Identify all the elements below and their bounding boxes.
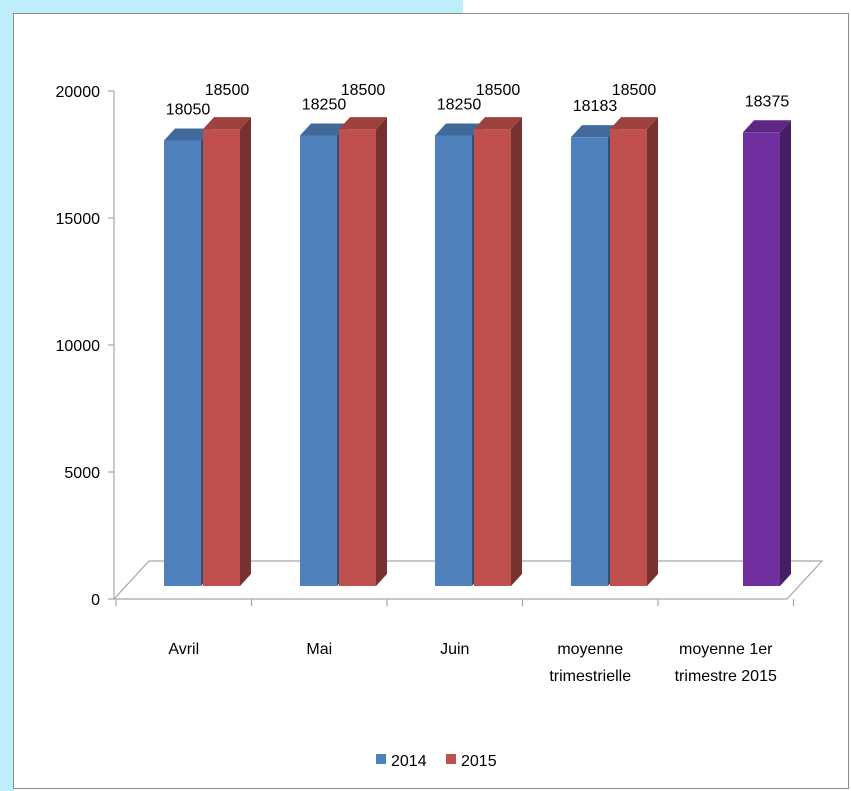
floor-plane [112, 560, 824, 600]
bar-top [474, 117, 522, 130]
bar [339, 117, 387, 586]
bar-side [647, 117, 658, 586]
bar-chart: 0 5000 10000 15000 20000 18050 18250 18250 1818… [56, 82, 824, 770]
y-tick-label: 5000 [64, 465, 100, 482]
data-label: 18050 [166, 102, 211, 119]
bar-top [164, 128, 212, 141]
bar-front [610, 129, 647, 586]
y-tick-label: 10000 [56, 338, 101, 355]
category-label: trimestrielle [549, 668, 631, 685]
bar [610, 117, 658, 586]
legend-swatch-2014 [376, 754, 386, 764]
background-top-strip [0, 0, 463, 14]
bar-front [339, 129, 376, 586]
y-tick-label: 15000 [56, 211, 101, 228]
bar [474, 117, 522, 586]
category-label: Mai [306, 641, 332, 658]
bar-front [164, 140, 201, 586]
legend-label-2015: 2015 [461, 753, 497, 770]
data-label: 18183 [573, 98, 618, 115]
y-axis: 0 5000 10000 15000 20000 [56, 84, 795, 609]
data-label: 18250 [302, 96, 347, 113]
data-label: 18500 [612, 82, 657, 99]
bar [743, 120, 791, 587]
legend-label-2014: 2014 [391, 753, 427, 770]
y-tick-label: 20000 [56, 84, 101, 101]
bar-front [300, 135, 337, 586]
data-label: 18250 [437, 96, 482, 113]
bar-side [376, 117, 387, 586]
bar-top [300, 123, 348, 136]
data-label: 18500 [205, 82, 250, 99]
data-label: 18500 [476, 82, 521, 99]
data-label: 18375 [745, 93, 790, 110]
bars [164, 117, 791, 587]
bar-side [780, 120, 791, 587]
legend-swatch-2015 [446, 754, 456, 764]
bar-top [203, 117, 251, 130]
category-label: moyenne 1er [679, 641, 773, 658]
category-label: Juin [440, 641, 469, 658]
bar-top [435, 123, 483, 136]
bar-top [743, 120, 791, 133]
bar-top [610, 117, 658, 130]
bar-front [203, 129, 240, 586]
chart-floor [112, 560, 824, 600]
bar-top [571, 125, 619, 138]
legend: 2014 2015 [376, 753, 497, 770]
bar-front [474, 129, 511, 586]
chart-frame: 0 5000 10000 15000 20000 18050 18250 18250 1818… [13, 13, 849, 789]
x-axis-labels: Avril Mai Juin moyenne trimestrielle moyenne … [168, 641, 777, 685]
bar-side [240, 117, 251, 586]
category-label: moyenne [557, 641, 623, 658]
category-label: trimestre 2015 [675, 668, 777, 685]
bar-side [511, 117, 522, 586]
category-label: Avril [168, 641, 199, 658]
y-tick-label: 0 [91, 592, 100, 609]
bar-front [743, 132, 780, 586]
bar-front [435, 135, 472, 586]
background-left-strip [0, 0, 14, 791]
bar [203, 117, 251, 586]
bar-front [571, 137, 608, 586]
bar-top [339, 117, 387, 130]
data-label: 18500 [341, 82, 386, 99]
